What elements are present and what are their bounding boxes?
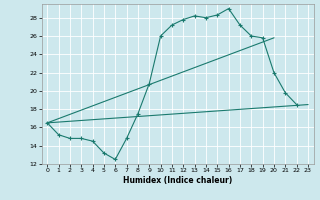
X-axis label: Humidex (Indice chaleur): Humidex (Indice chaleur) [123, 176, 232, 185]
